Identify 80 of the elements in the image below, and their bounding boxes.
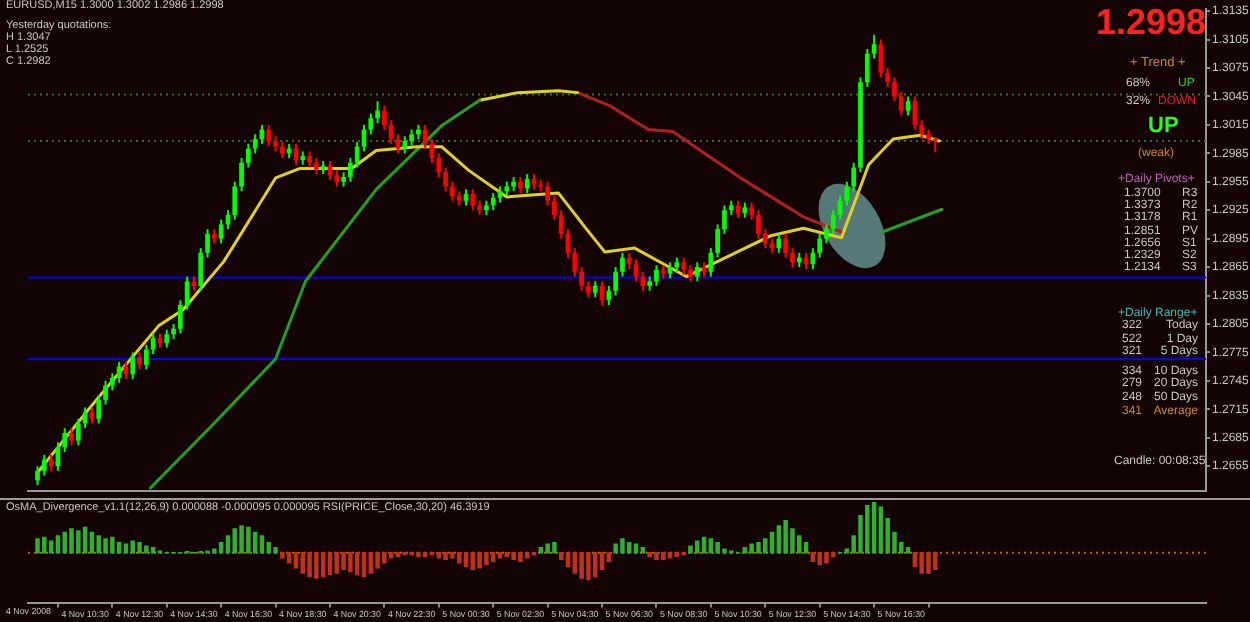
bar: [307, 552, 312, 578]
candlestick: [654, 264, 659, 288]
bar: [511, 552, 516, 560]
bar: [756, 541, 761, 554]
bar: [368, 552, 374, 574]
bar: [518, 552, 523, 562]
bar: [654, 552, 659, 560]
candlestick: [41, 453, 47, 477]
bar: [545, 543, 550, 554]
bar: [293, 552, 299, 569]
bar: [715, 541, 720, 554]
bar: [286, 552, 292, 564]
bar: [626, 541, 632, 554]
candlestick: [218, 218, 224, 245]
candlestick: [810, 247, 816, 270]
bar: [660, 552, 666, 560]
bar: [613, 543, 618, 554]
bar: [783, 520, 788, 554]
bar: [579, 552, 584, 579]
candlestick: [130, 351, 136, 380]
candlestick: [694, 261, 700, 283]
candlestick: [164, 328, 170, 349]
bar: [35, 538, 40, 554]
candlestick: [776, 232, 782, 254]
bar: [790, 528, 795, 554]
candlestick: [252, 133, 258, 155]
candlestick: [266, 123, 272, 147]
candlestick: [470, 188, 476, 212]
bar: [300, 552, 306, 574]
bar: [552, 541, 557, 554]
bar: [620, 538, 625, 554]
bar: [456, 552, 462, 564]
bar: [695, 540, 700, 554]
candlestick: [783, 232, 789, 259]
bar: [382, 552, 387, 564]
bar: [749, 543, 754, 554]
bar: [212, 548, 217, 554]
bar: [572, 552, 578, 574]
bar: [314, 552, 319, 579]
bar: [246, 526, 251, 554]
bar: [933, 552, 938, 571]
candlestick: [898, 90, 904, 117]
annotation: UP: [1148, 114, 1179, 138]
bar: [334, 552, 340, 574]
bar: [130, 540, 135, 554]
candlestick: [524, 173, 530, 195]
bar: [926, 552, 931, 574]
bar: [865, 504, 870, 554]
bar: [273, 546, 278, 554]
bar: [443, 552, 448, 560]
bar: [484, 552, 489, 566]
bar: [137, 541, 142, 554]
bar: [919, 552, 924, 574]
bar: [763, 538, 768, 554]
bar: [62, 531, 67, 554]
bar: [76, 530, 81, 554]
bar: [96, 535, 101, 554]
candlestick: [388, 119, 394, 145]
candlestick: [116, 360, 122, 384]
bar: [375, 552, 380, 569]
bar: [797, 535, 802, 554]
bar: [239, 525, 244, 554]
bar: [144, 545, 149, 554]
bar: [280, 552, 285, 559]
bar: [688, 545, 693, 554]
bar: [477, 552, 482, 569]
bar: [69, 528, 74, 554]
bar: [586, 552, 591, 581]
bar: [348, 552, 353, 573]
candlestick: [96, 394, 102, 425]
bar: [450, 552, 455, 559]
bar: [824, 552, 829, 564]
candlestick: [756, 209, 761, 240]
annotation: 1.2998: [1096, 2, 1207, 42]
bar: [42, 536, 47, 554]
bar: [817, 552, 822, 566]
bar: [722, 548, 727, 554]
bar: [103, 538, 108, 554]
bar: [341, 552, 346, 571]
bar: [110, 536, 115, 554]
